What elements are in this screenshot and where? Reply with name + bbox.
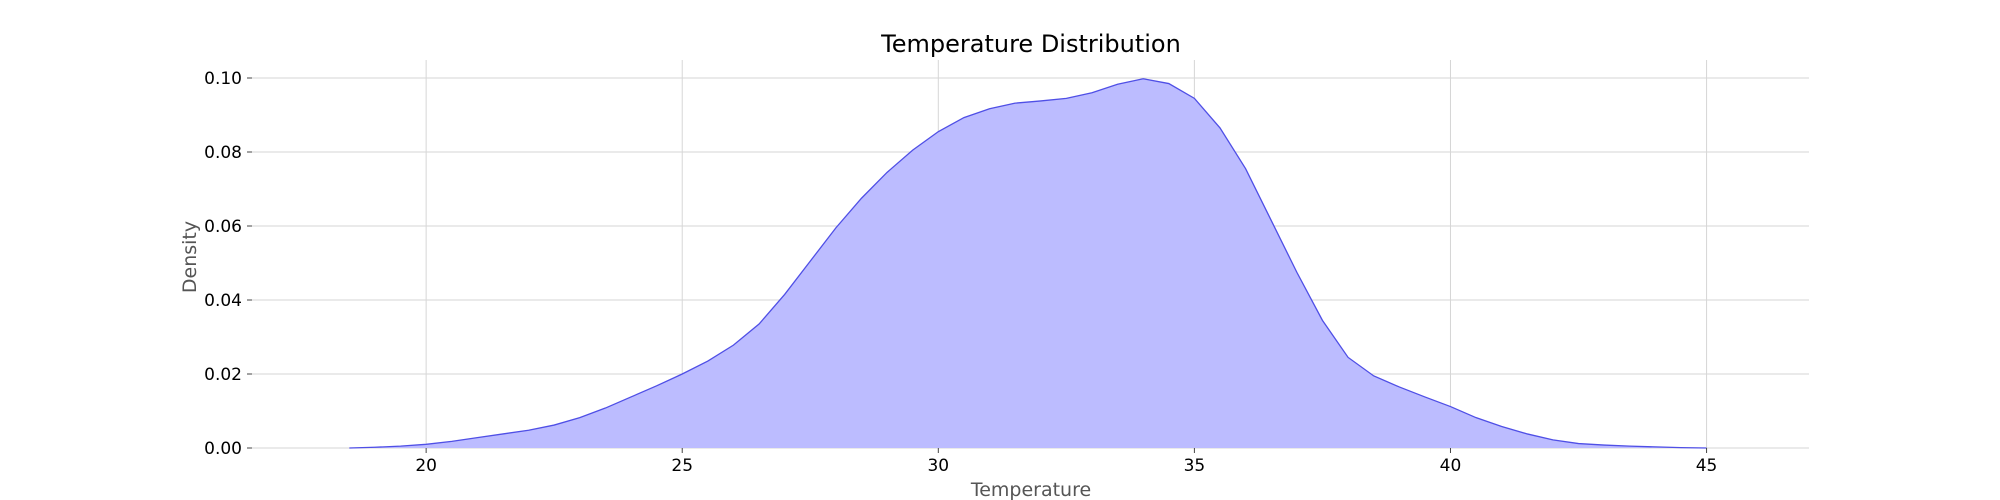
- density-area: [349, 78, 1707, 449]
- x-tick-label-30: 30: [927, 456, 949, 476]
- density-area-fill: [349, 78, 1707, 449]
- x-tick-label-40: 40: [1440, 456, 1462, 476]
- chart-title: Temperature Distribution: [880, 30, 1181, 58]
- y-tick-label-0.06: 0.06: [204, 217, 242, 237]
- y-axis-label: Density: [179, 221, 201, 293]
- x-axis-label: Temperature: [970, 479, 1091, 500]
- x-tick-label-25: 25: [671, 456, 693, 476]
- x-tick-label-45: 45: [1696, 456, 1718, 476]
- x-tick-label-20: 20: [415, 456, 437, 476]
- axis-ticks: 20 25 30 35 40 45 0.00 0.02 0.04 0.06 0.08 0.10: [204, 69, 1717, 476]
- x-tick-label-35: 35: [1184, 456, 1206, 476]
- y-tick-label-0.00: 0.00: [204, 439, 242, 459]
- density-curve-line: [349, 78, 1707, 449]
- y-tick-label-0.08: 0.08: [204, 143, 242, 163]
- y-tick-label-0.02: 0.02: [204, 365, 242, 385]
- y-tick-label-0.10: 0.10: [204, 69, 242, 89]
- y-tick-label-0.04: 0.04: [204, 291, 242, 311]
